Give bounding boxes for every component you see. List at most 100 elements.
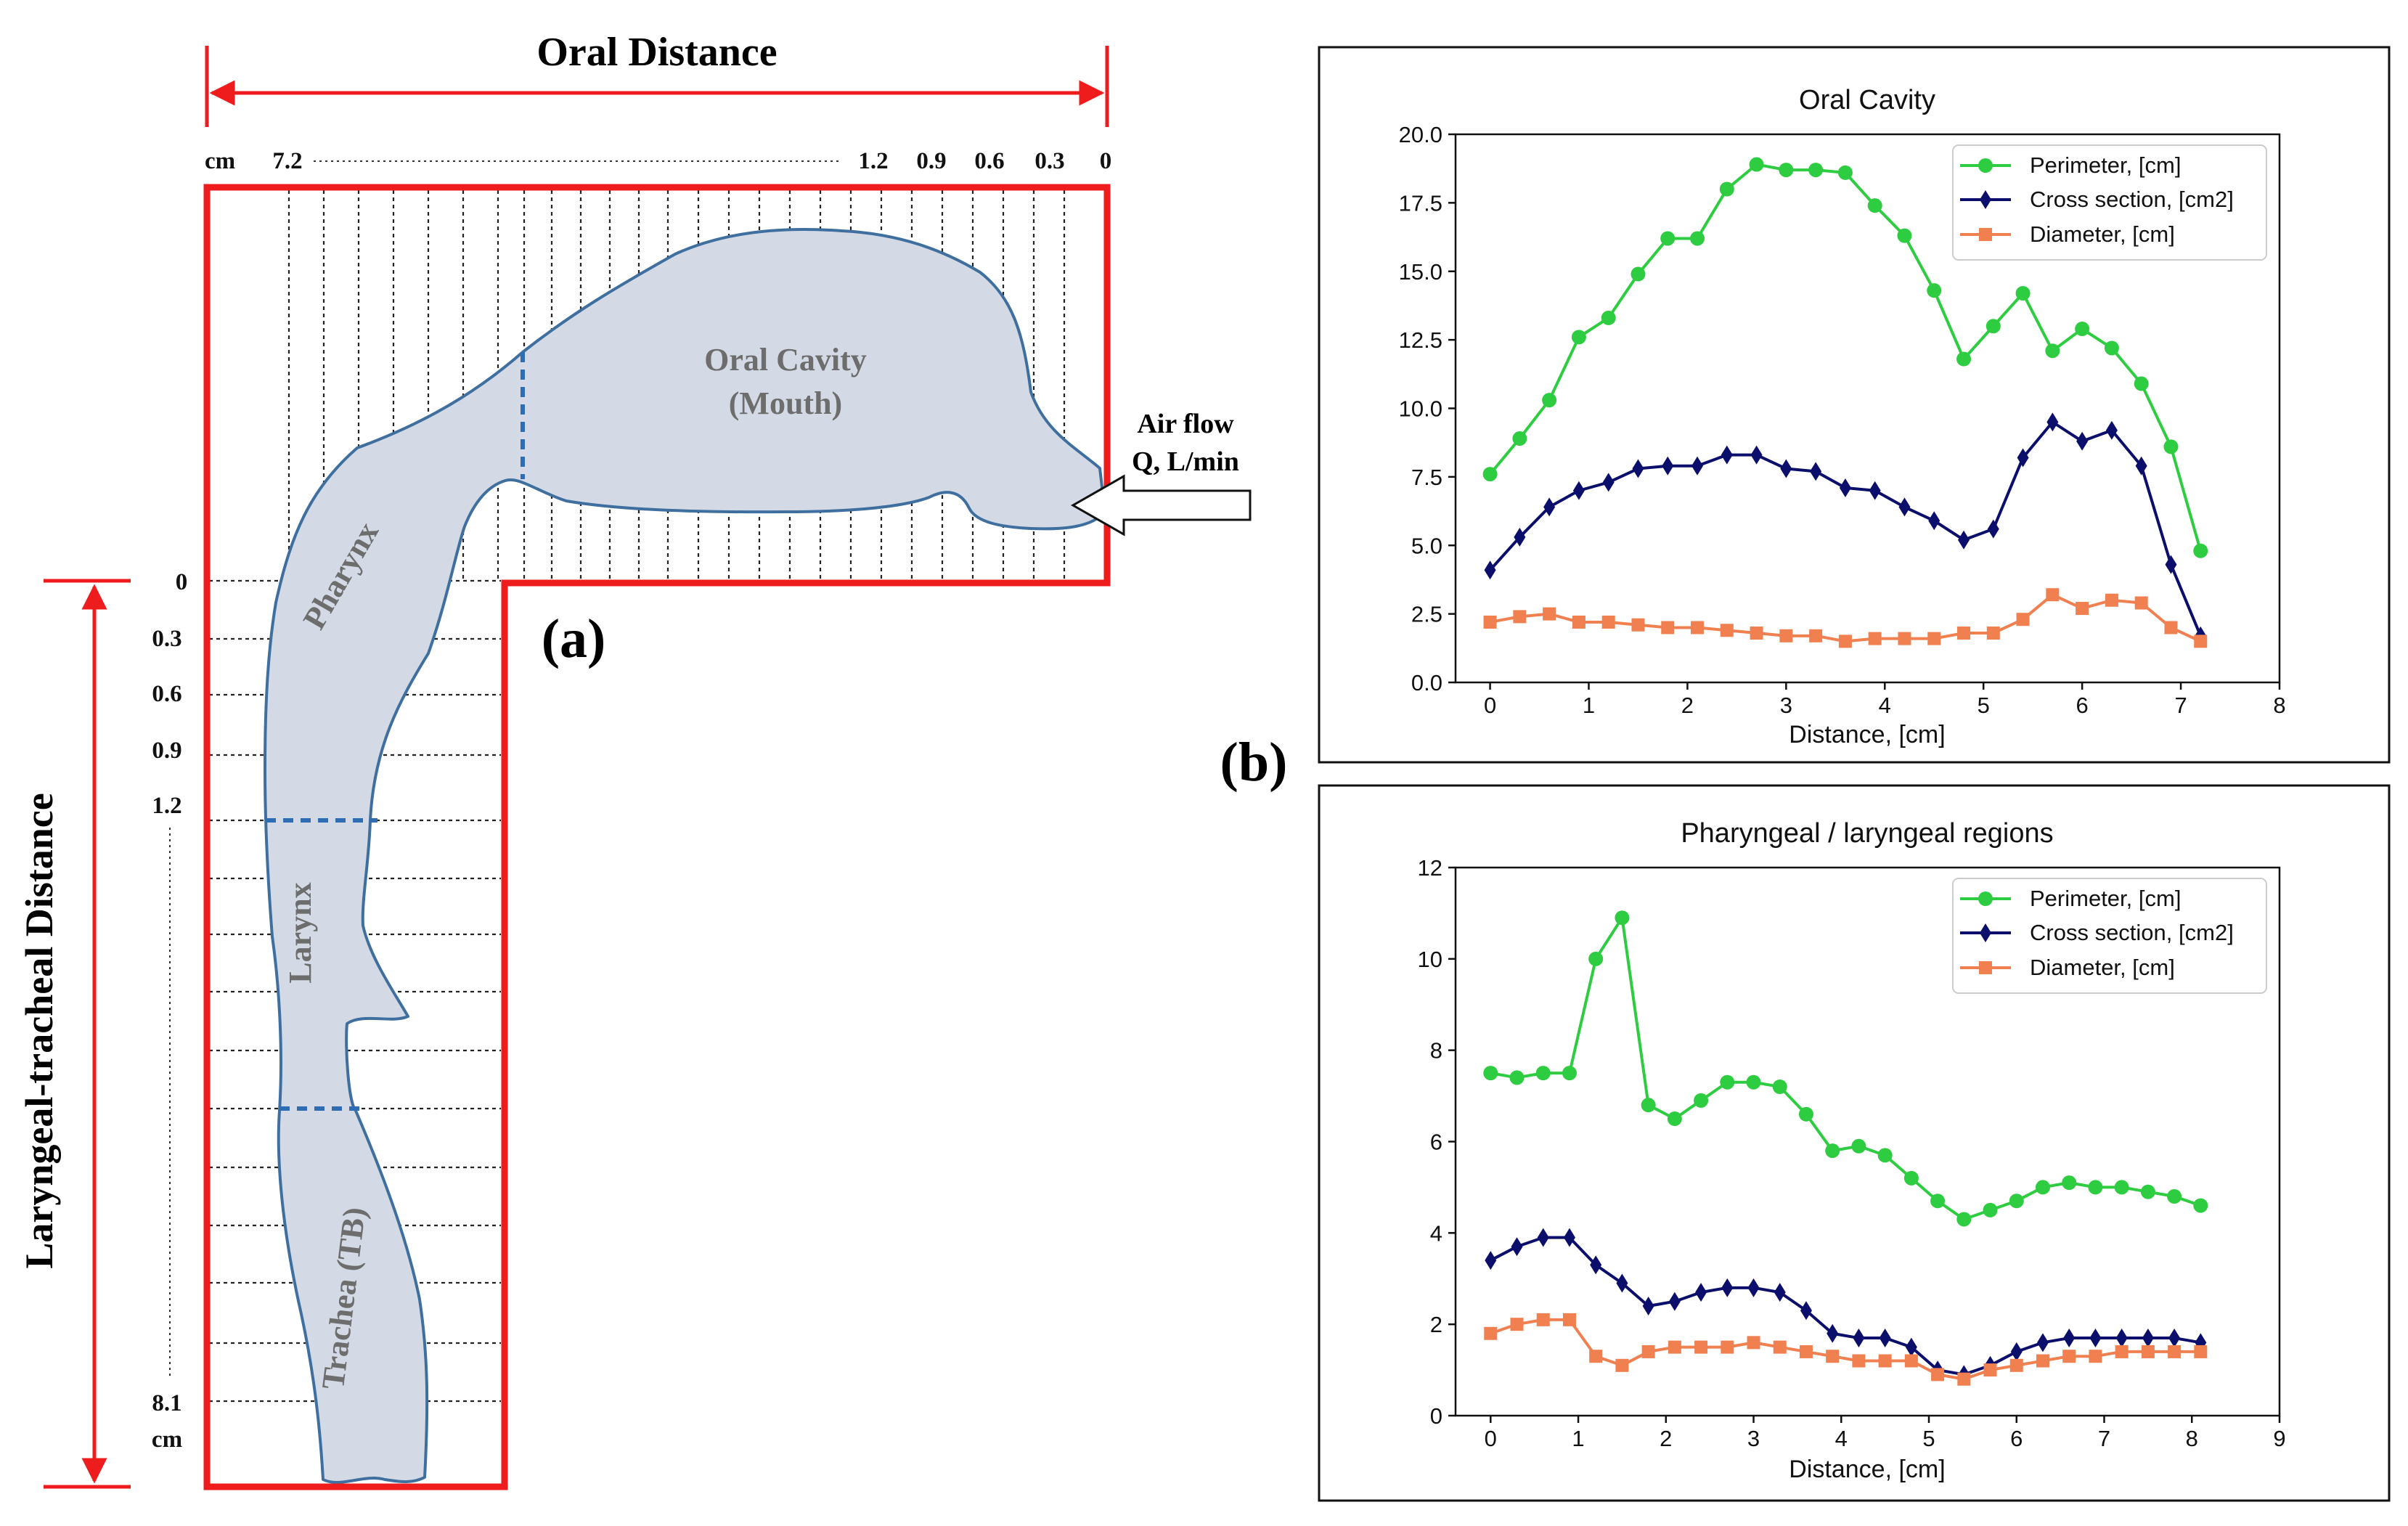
airflow-arrow [1070, 474, 1252, 536]
x-tick-label: 8 [2273, 693, 2285, 718]
chart-title: Oral Cavity [1799, 85, 1935, 115]
data-point [1721, 445, 1733, 465]
data-point [1956, 1212, 1972, 1227]
data-point [1852, 1354, 1866, 1368]
data-point [2036, 1333, 2049, 1352]
legend-label: Perimeter, [cm] [2030, 152, 2181, 178]
x-tick-label: 3 [1747, 1426, 1760, 1451]
data-point [1590, 1255, 1602, 1275]
data-point [1985, 319, 2001, 334]
data-point [2168, 1345, 2182, 1358]
data-point [2062, 1350, 2076, 1363]
data-point [1514, 527, 1526, 547]
legend-label: Diameter, [cm] [2030, 955, 2175, 980]
x-tick-label: 5 [1922, 1426, 1935, 1451]
legend-label: Cross section, [cm2] [2030, 187, 2234, 212]
oral-scale-label: 0.3 [1034, 148, 1064, 174]
legend-label: Cross section, [cm2] [2030, 920, 2234, 945]
data-point [1509, 1070, 1525, 1085]
data-point [2165, 555, 2177, 574]
data-point [1631, 618, 1645, 632]
data-point [1616, 1273, 1628, 1293]
data-point [1878, 1354, 1892, 1368]
x-tick-label: 7 [2174, 693, 2187, 718]
data-point [1958, 530, 1970, 550]
data-series [1483, 910, 2208, 1386]
data-point [2076, 431, 2089, 451]
data-point [1484, 560, 1496, 580]
data-point [1957, 627, 1971, 640]
data-point [1800, 1301, 1812, 1321]
data-point [1905, 1337, 1917, 1357]
legend-marker [1980, 190, 1991, 209]
data-point [2035, 1180, 2050, 1195]
data-point [2036, 1354, 2049, 1368]
data-point [1986, 627, 2000, 640]
data-point [2168, 1329, 2181, 1348]
data-point [1483, 615, 1497, 629]
data-point [1661, 621, 1675, 635]
data-point [1601, 615, 1615, 629]
oral-scale-label: 0.9 [916, 148, 946, 174]
data-point [2194, 635, 2208, 648]
series-line [1490, 916, 2201, 1221]
data-point [1774, 1283, 1786, 1302]
data-point [1721, 1340, 1734, 1354]
x-axis-label: Distance, [cm] [1789, 1456, 1945, 1483]
data-point [2163, 439, 2179, 454]
tracheal-scale-label: 0.9 [152, 738, 181, 764]
data-point [1898, 632, 1911, 645]
y-tick-label: 7.5 [1411, 465, 1442, 490]
data-point [2134, 596, 2148, 610]
y-tick-label: 10.0 [1399, 396, 1442, 422]
data-point [1904, 1354, 1918, 1368]
data-point [1720, 1074, 1735, 1090]
data-point [2164, 621, 2178, 635]
tracheal-scale-label: 0.6 [152, 681, 181, 707]
data-point [1535, 1066, 1551, 1081]
data-point [2045, 343, 2060, 359]
data-point [1810, 462, 1822, 481]
data-point [1632, 459, 1644, 478]
data-point [2141, 1345, 2155, 1358]
tracheal-scale-end: 8.1 [152, 1390, 181, 1416]
data-point [1589, 1350, 1603, 1363]
data-point [1630, 266, 1646, 282]
data-point [1691, 456, 1704, 476]
data-point [2105, 593, 2118, 607]
data-point [1660, 231, 1676, 246]
data-point [1779, 629, 1793, 642]
data-point [1809, 629, 1823, 642]
legend: Perimeter, [cm] Cross section, [cm2] Dia… [1952, 878, 2267, 994]
x-tick-label: 4 [1879, 693, 1891, 718]
data-point [2075, 322, 2090, 337]
x-tick-label: 1 [1572, 1426, 1584, 1451]
data-point [2089, 1350, 2102, 1363]
larynx-label: Larynx [282, 882, 318, 983]
oral-scale-label: 1.2 [858, 148, 888, 174]
data-point [1897, 228, 1912, 243]
airway-shape [264, 227, 1106, 1484]
data-point [1839, 478, 1851, 497]
data-point [1694, 1093, 1709, 1108]
data-point [1903, 1170, 1919, 1186]
y-tick-label: 6 [1430, 1130, 1442, 1155]
data-point [1798, 1106, 1813, 1122]
oral-cavity-chart: Oral Cavity 0 1 2 3 4 5 6 7 8 0.0 2.5 5.0 7.5 10.0 12.… [1318, 46, 2391, 764]
legend-marker [1980, 923, 1991, 942]
data-point [2193, 1198, 2208, 1213]
data-series [1482, 157, 2208, 648]
y-tick-label: 20.0 [1399, 122, 1442, 147]
data-point [1827, 1323, 1839, 1343]
data-point [1588, 951, 1604, 966]
y-tick-label: 10 [1418, 947, 1442, 972]
data-point [1868, 632, 1882, 645]
data-point [2076, 602, 2089, 616]
axis-ticks: 0 1 2 3 4 5 6 7 8 0.0 2.5 5.0 7.5 10.0 12.5 15.0 17.5 20.… [1399, 122, 2286, 718]
legend-marker [1979, 228, 1992, 241]
data-point [2009, 1358, 2023, 1372]
data-point [1720, 624, 1734, 637]
legend-box [1952, 878, 2267, 994]
y-tick-label: 2.5 [1411, 602, 1442, 627]
